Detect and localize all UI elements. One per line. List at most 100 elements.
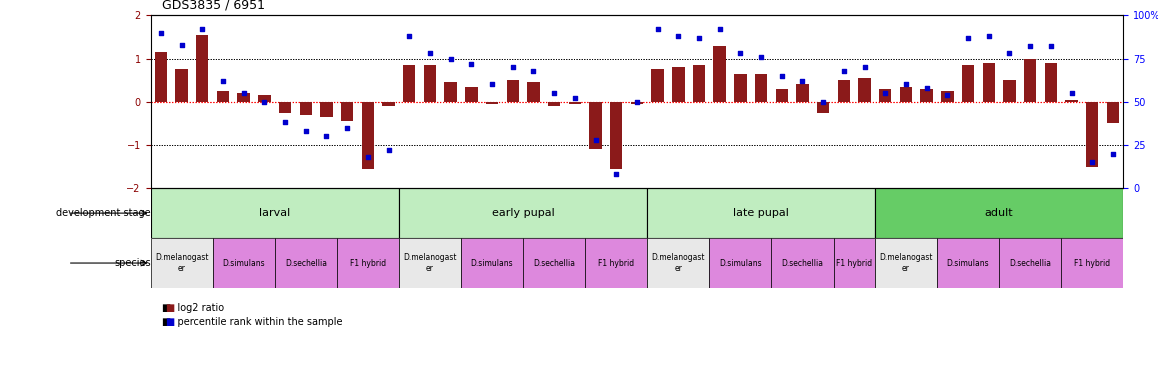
Bar <box>672 67 684 102</box>
Point <box>1021 43 1040 50</box>
Bar <box>692 65 705 102</box>
Bar <box>982 63 995 102</box>
Point <box>772 73 791 79</box>
Bar <box>337 238 398 288</box>
Text: F1 hybrid: F1 hybrid <box>350 258 386 268</box>
Point <box>896 81 915 88</box>
Bar <box>569 102 581 104</box>
Bar <box>713 46 726 102</box>
Text: adult: adult <box>984 208 1013 218</box>
Point <box>917 85 936 91</box>
Point <box>317 133 336 139</box>
Point <box>525 68 543 74</box>
Bar <box>279 102 292 113</box>
Bar <box>361 102 374 169</box>
Bar <box>151 188 398 238</box>
Bar <box>776 89 787 102</box>
Text: D.sechellia: D.sechellia <box>1009 258 1051 268</box>
Bar <box>155 52 167 102</box>
Point <box>731 50 749 56</box>
Text: D.simulans: D.simulans <box>470 258 513 268</box>
Text: D.simulans: D.simulans <box>222 258 265 268</box>
Text: F1 hybrid: F1 hybrid <box>599 258 635 268</box>
Bar <box>921 89 933 102</box>
Point <box>276 119 294 126</box>
Text: D.melanogast
er: D.melanogast er <box>403 253 456 273</box>
Point <box>545 90 564 96</box>
Bar <box>151 238 213 288</box>
Bar <box>398 188 647 238</box>
Point <box>814 99 833 105</box>
Point <box>607 171 625 177</box>
Point <box>875 90 894 96</box>
Bar <box>610 102 622 169</box>
Bar <box>403 65 416 102</box>
Point <box>173 42 191 48</box>
Bar <box>340 102 353 121</box>
Bar <box>900 87 913 102</box>
Text: development stage: development stage <box>56 208 151 218</box>
Point <box>1062 90 1080 96</box>
Bar <box>797 84 808 102</box>
Bar <box>710 238 771 288</box>
Text: D.sechellia: D.sechellia <box>285 258 327 268</box>
Bar <box>1024 59 1036 102</box>
Text: ■  percentile rank within the sample: ■ percentile rank within the sample <box>162 317 343 327</box>
Point <box>380 147 398 153</box>
Bar <box>999 238 1061 288</box>
Text: GDS3835 / 6951: GDS3835 / 6951 <box>162 0 265 12</box>
Bar <box>647 188 875 238</box>
Text: D.melanogast
er: D.melanogast er <box>652 253 705 273</box>
Text: D.simulans: D.simulans <box>947 258 989 268</box>
Bar <box>652 70 664 102</box>
Point <box>648 26 667 32</box>
Bar <box>445 82 457 102</box>
Point <box>504 64 522 70</box>
Bar <box>398 238 461 288</box>
Point <box>338 124 357 131</box>
Point <box>1083 159 1101 165</box>
Bar <box>1065 99 1078 102</box>
Text: species: species <box>113 258 151 268</box>
Bar <box>962 65 974 102</box>
Point <box>856 64 874 70</box>
Point <box>483 81 501 88</box>
Point <box>234 90 252 96</box>
Text: D.sechellia: D.sechellia <box>533 258 576 268</box>
Text: ■: ■ <box>166 303 175 313</box>
Point <box>690 35 709 41</box>
Bar <box>875 188 1123 238</box>
Text: D.melanogast
er: D.melanogast er <box>155 253 208 273</box>
Point <box>959 35 977 41</box>
Point <box>441 56 460 62</box>
Text: F1 hybrid: F1 hybrid <box>836 258 872 268</box>
Bar <box>300 102 312 115</box>
Point <box>586 137 604 143</box>
Text: F1 hybrid: F1 hybrid <box>1075 258 1111 268</box>
Point <box>296 128 315 134</box>
Bar <box>585 238 647 288</box>
Bar <box>1061 238 1123 288</box>
Text: larval: larval <box>259 208 291 218</box>
Point <box>710 26 728 32</box>
Point <box>400 33 418 39</box>
Bar <box>466 87 477 102</box>
Bar <box>734 74 747 102</box>
Point <box>793 78 812 84</box>
Bar <box>647 238 710 288</box>
Bar <box>217 91 229 102</box>
Bar <box>1003 80 1016 102</box>
Bar <box>879 89 892 102</box>
Text: D.sechellia: D.sechellia <box>782 258 823 268</box>
Point <box>835 68 853 74</box>
Bar <box>175 70 188 102</box>
Point <box>1001 50 1019 56</box>
Bar <box>274 238 337 288</box>
Text: D.simulans: D.simulans <box>719 258 762 268</box>
Bar <box>548 102 560 106</box>
Point <box>193 26 212 32</box>
Bar <box>755 74 768 102</box>
Text: ■  log2 ratio: ■ log2 ratio <box>162 303 225 313</box>
Text: ■: ■ <box>166 317 175 327</box>
Bar <box>941 91 953 102</box>
